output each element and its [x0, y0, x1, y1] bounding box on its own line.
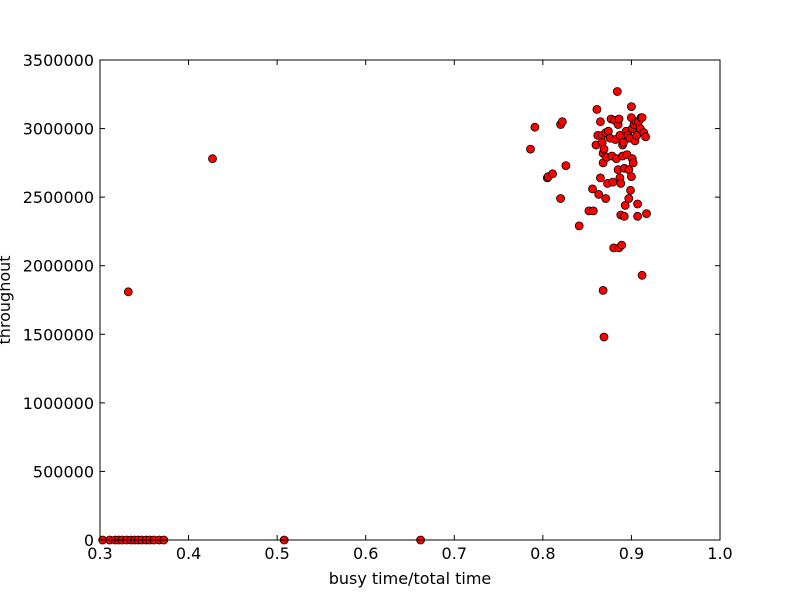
y-tick-label: 500000: [33, 462, 94, 481]
data-point: [633, 211, 642, 221]
data-point: [557, 117, 567, 127]
x-tick-label: 0.7: [442, 544, 467, 563]
data-point: [526, 144, 535, 154]
data-point: [596, 173, 605, 183]
data-point: [592, 105, 602, 114]
data-point: [617, 240, 627, 250]
x-tick-label: 0.3: [87, 544, 112, 563]
data-point: [588, 184, 597, 194]
data-point: [633, 199, 642, 209]
x-axis-label: busy time/total time: [329, 569, 492, 588]
x-tick-label: 1.0: [707, 544, 732, 563]
data-point: [208, 154, 217, 164]
data-point: [601, 194, 611, 203]
x-tick-label: 0.4: [176, 544, 201, 563]
x-tick-label: 0.9: [619, 544, 644, 563]
axis-ticks: 0.3 0.4 0.5 0.6 0.7 0.8 0.9 1.0 0 500000 1000000 15…: [23, 51, 733, 563]
data-point: [599, 144, 609, 154]
data-point: [612, 87, 622, 96]
data-point: [619, 211, 629, 221]
data-point: [637, 270, 647, 280]
y-tick-label: 1500000: [23, 325, 94, 344]
data-point: [594, 189, 604, 199]
data-point: [556, 194, 565, 203]
x-tick-label: 0.8: [530, 544, 555, 563]
plot-area-frame: [99, 59, 721, 541]
y-tick-label: 2500000: [23, 188, 94, 207]
data-point: [620, 200, 630, 210]
data-point: [626, 185, 635, 195]
data-point: [624, 194, 634, 203]
data-point: [548, 169, 557, 179]
y-tick-label: 3000000: [23, 120, 94, 139]
y-tick-label: 3500000: [23, 51, 94, 70]
data-point: [627, 172, 636, 182]
x-tick-label: 0.6: [353, 544, 378, 563]
data-point: [588, 206, 598, 216]
data-point: [616, 178, 626, 188]
data-point: [561, 161, 571, 171]
data-point: [599, 332, 609, 342]
data-point: [123, 287, 133, 297]
data-point: [608, 177, 618, 187]
data-point: [628, 158, 638, 168]
data-point: [596, 117, 605, 127]
data-point: [641, 132, 650, 142]
data-point: [627, 102, 636, 111]
scatter-points: [98, 87, 651, 545]
y-tick-label: 0: [84, 531, 94, 550]
data-point: [642, 209, 651, 219]
data-point: [637, 113, 647, 122]
data-point: [619, 137, 628, 147]
x-tick-label: 0.5: [264, 544, 289, 563]
y-axis-label: throughout: [0, 255, 14, 344]
data-point: [598, 285, 608, 295]
data-point: [530, 122, 540, 132]
y-tick-label: 2000000: [23, 257, 94, 276]
y-tick-label: 1000000: [23, 394, 94, 413]
data-point: [614, 114, 624, 124]
data-point: [574, 221, 584, 231]
